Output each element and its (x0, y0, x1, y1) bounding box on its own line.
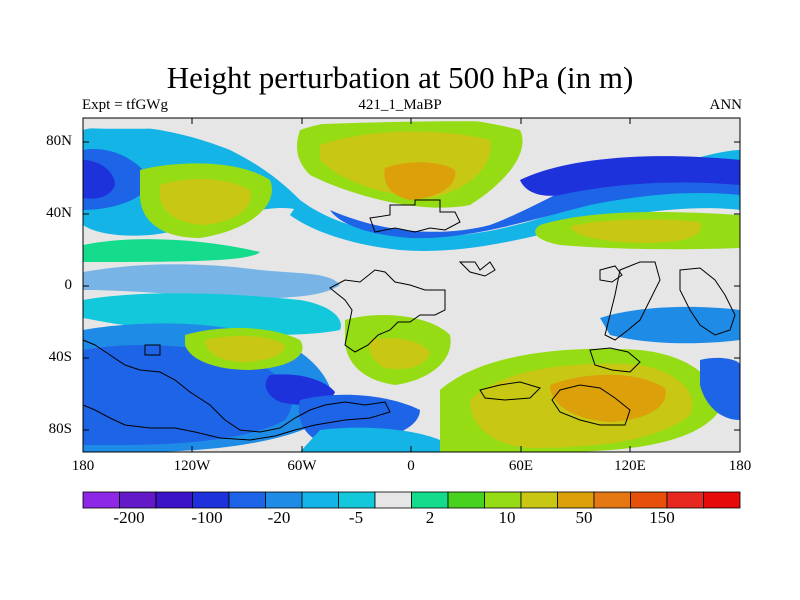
colorbar-swatch (703, 491, 741, 509)
x-tick-label: 60W (287, 458, 317, 474)
colorbar-swatch (484, 491, 522, 509)
colorbar-label: 50 (575, 508, 593, 527)
colorbar-label: -20 (267, 508, 291, 527)
colorbar-swatch (593, 491, 631, 509)
x-tick-label: 180 (71, 458, 95, 474)
colorbar-swatch (155, 491, 193, 509)
case-label: 421_1_MaBP (358, 97, 442, 113)
colorbar-label: 150 (649, 508, 675, 527)
period-label: ANN (709, 97, 743, 113)
x-tick-label: 60E (508, 458, 534, 474)
y-tick-label: 40N (46, 205, 72, 221)
map-title: Height perturbation at 500 hPa (in m) (166, 60, 634, 95)
colorbar-swatch (411, 491, 449, 509)
colorbar-swatch (301, 491, 339, 509)
colorbar-swatch (192, 491, 230, 509)
x-tick-marks (82, 118, 741, 452)
colorbar-swatch (630, 491, 668, 509)
colorbar-swatch (374, 491, 412, 509)
colorbar-swatch (447, 491, 485, 509)
colorbar-swatch (265, 491, 303, 509)
colorbar-label: -100 (191, 508, 223, 527)
colorbar-label: 2 (425, 508, 435, 527)
y-tick-label: 80N (46, 133, 72, 149)
y-tick-label: 40S (48, 349, 72, 365)
colorbar-label: 10 (498, 508, 516, 527)
x-tick-label: 120W (173, 458, 211, 474)
colorbar-swatch (119, 491, 157, 509)
colorbar-swatch (82, 491, 120, 509)
colorbar-swatch (520, 491, 558, 509)
experiment-label: Expt = tfGWg (82, 97, 168, 113)
x-tick-label: 0 (407, 458, 415, 474)
colorbar-swatch (338, 491, 376, 509)
contour-field (83, 118, 740, 452)
colorbar-swatch (557, 491, 595, 509)
x-tick-label: 180 (728, 458, 752, 474)
y-tick-label: 80S (48, 421, 72, 437)
colorbar (82, 491, 741, 509)
y-tick-marks (83, 141, 740, 431)
y-tick-label: 0 (64, 277, 73, 293)
colorbar-swatch (228, 491, 266, 509)
x-tick-label: 120E (614, 458, 646, 474)
colorbar-swatch (666, 491, 704, 509)
coastlines (82, 199, 736, 441)
colorbar-label: -200 (113, 508, 145, 527)
colorbar-label: -5 (348, 508, 364, 527)
